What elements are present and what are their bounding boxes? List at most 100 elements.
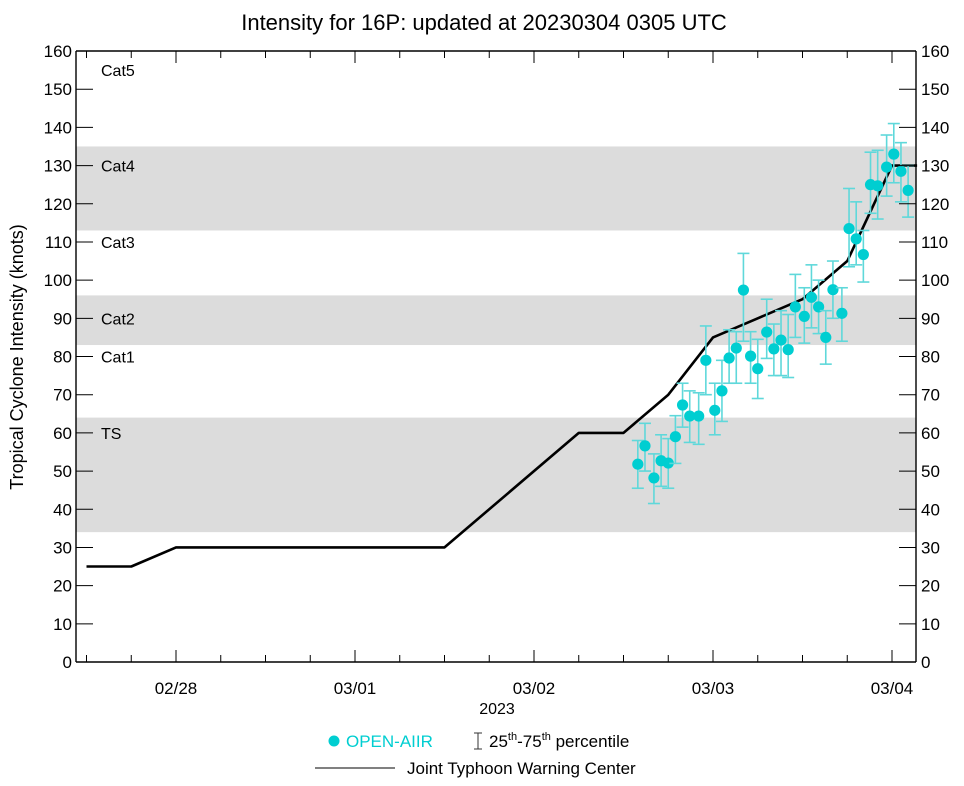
band-cat2: [76, 295, 916, 346]
y-tick-label-left: 140: [44, 118, 72, 137]
aiir-point: [836, 307, 848, 319]
band-ts: [76, 417, 916, 533]
aiir-point-group: [723, 328, 736, 385]
aiir-point-group: [789, 273, 802, 339]
aiir-point-group: [676, 382, 689, 428]
aiir-point: [895, 165, 907, 177]
aiir-point-group: [631, 439, 644, 490]
y-tick-label-right: 50: [921, 462, 940, 481]
aiir-point-group: [812, 279, 825, 335]
aiir-point: [881, 161, 893, 173]
aiir-point-group: [798, 286, 811, 344]
aiir-point: [789, 301, 801, 313]
y-tick-label-right: 140: [921, 118, 949, 137]
aiir-point-group: [843, 187, 856, 268]
y-tick-label-left: 20: [53, 577, 72, 596]
aiir-point-group: [638, 422, 651, 472]
aiir-point: [902, 184, 914, 196]
legend-dot-icon: [328, 735, 340, 747]
y-tick-label-left: 60: [53, 424, 72, 443]
x-tick-label: 02/28: [155, 679, 198, 698]
aiir-point-group: [737, 252, 750, 343]
aiir-point: [805, 291, 818, 303]
aiir-point: [850, 233, 862, 245]
y-tick-label-right: 110: [921, 233, 948, 252]
category-label-cat4: Cat4: [101, 159, 135, 176]
aiir-point-group: [744, 330, 757, 385]
y-tick-label-right: 30: [921, 538, 940, 557]
aiir-point-group: [805, 264, 818, 329]
aiir-point-group: [871, 149, 884, 220]
aiir-point-group: [683, 390, 696, 444]
aiir-point-group: [699, 325, 712, 396]
y-tick-label-right: 20: [921, 577, 940, 596]
aiir-point: [700, 354, 712, 366]
y-tick-label-right: 150: [921, 80, 949, 99]
y-tick-label-left: 80: [53, 348, 72, 367]
aiir-point-group: [894, 141, 907, 203]
x-tick-label: 03/03: [692, 679, 735, 698]
y-tick-label-left: 30: [53, 538, 72, 557]
aiir-point: [752, 363, 764, 375]
aiir-point: [782, 344, 794, 356]
y-tick-label-right: 40: [921, 500, 940, 519]
y-tick-label-right: 120: [921, 195, 949, 214]
category-labels: TS Cat1 Cat2 Cat3 Cat4 Cat5: [101, 63, 135, 443]
axes: 0 0 10 10 20 20 30 30 40 40 50 50 60 60 70 70 80 80 90 90 10…: [44, 42, 950, 698]
aiir-point: [798, 310, 810, 323]
aiir-point-group: [857, 229, 870, 283]
aiir-point: [684, 410, 696, 422]
legend-label-open-aiir: OPEN-AIIR: [346, 732, 433, 751]
y-tick-label-left: 40: [53, 500, 72, 519]
aiir-point-group: [850, 201, 863, 266]
y-tick-label-right: 70: [921, 386, 940, 405]
aiir-point-group: [647, 453, 660, 505]
aiir-point: [662, 457, 674, 469]
aiir-point-group: [760, 298, 773, 360]
jtwc-series: [86, 164, 918, 568]
aiir-point: [744, 350, 757, 362]
aiir-point-group: [708, 382, 721, 436]
category-label-cat3: Cat3: [101, 235, 135, 252]
jtwc-line: [86, 164, 918, 568]
x-tick-label: 03/02: [513, 679, 556, 698]
aiir-point-group: [730, 330, 743, 385]
y-tick-label-right: 60: [921, 424, 940, 443]
aiir-point: [827, 284, 839, 296]
aiir-point: [639, 440, 651, 452]
y-tick-label-right: 80: [921, 348, 940, 367]
category-label-cat1: Cat1: [101, 350, 135, 367]
y-tick-label-left: 50: [53, 462, 72, 481]
x-tick-label: 03/01: [334, 679, 377, 698]
category-label-cat5: Cat5: [101, 63, 135, 80]
y-tick-label-left: 110: [45, 233, 72, 252]
aiir-point: [872, 180, 884, 192]
aiir-point-group: [880, 134, 893, 197]
y-tick-label-left: 150: [44, 80, 72, 99]
legend-label-percentile: 25th-75th percentile: [489, 731, 629, 751]
aiir-point: [676, 399, 689, 411]
aiir-point: [843, 222, 855, 235]
y-tick-label-right: 160: [921, 42, 949, 61]
y-tick-label-left: 160: [44, 42, 72, 61]
category-label-ts: TS: [101, 426, 121, 443]
band-cat4: [76, 146, 916, 231]
aiir-point: [648, 472, 660, 484]
aiir-point-group: [835, 286, 848, 343]
category-label-cat2: Cat2: [101, 311, 135, 328]
y-tick-label-left: 130: [44, 157, 72, 176]
aiir-point: [632, 458, 644, 470]
y-tick-label-left: 120: [44, 195, 72, 214]
aiir-point-group: [662, 437, 675, 490]
legend: OPEN-AIIR 25th-75th percentile Joint Typho…: [315, 731, 636, 778]
aiir-point: [857, 248, 869, 261]
aiir-point: [730, 342, 742, 354]
aiir-point: [888, 148, 900, 160]
aiir-point: [761, 326, 773, 338]
aiir-point-group: [669, 414, 682, 465]
y-tick-label-right: 130: [921, 157, 949, 176]
aiir-point: [716, 385, 728, 397]
y-tick-label-right: 0: [921, 653, 930, 672]
y-axis-label: Tropical Cyclone Intensity (knots): [7, 224, 27, 489]
aiir-point-group: [887, 122, 900, 184]
